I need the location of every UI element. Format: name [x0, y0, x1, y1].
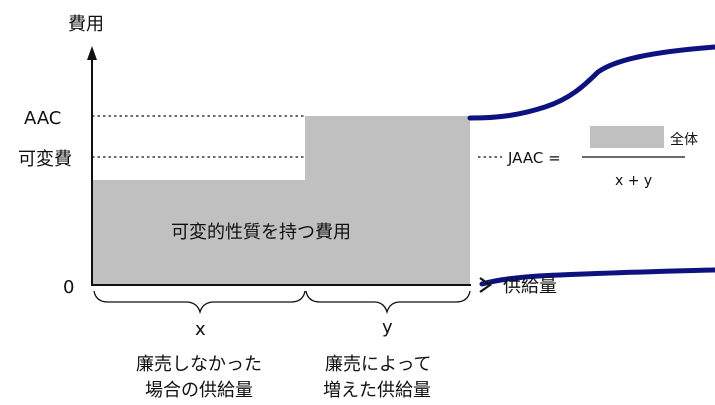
- cost-area-right: [305, 116, 470, 284]
- x-description-line1: 廉売しなかった: [136, 354, 262, 375]
- x-axis-arrowhead: [479, 277, 492, 293]
- y-variable-label: y: [382, 317, 393, 338]
- formula-denominator: x + y: [615, 173, 652, 189]
- x-variable-label: x: [195, 319, 206, 340]
- brace-y: [305, 290, 471, 315]
- formula-whole-box: [590, 126, 664, 148]
- variable-cost-label: 可変費: [18, 149, 72, 170]
- cost-area-left: [93, 180, 305, 284]
- aac-label: AAC: [24, 108, 61, 129]
- upper-curve: [467, 44, 715, 121]
- y-description-line2: 増えた供給量: [323, 380, 431, 401]
- x-description-line2: 場合の供給量: [145, 380, 253, 401]
- y-axis-label: 費用: [68, 14, 104, 35]
- zero-label: 0: [63, 277, 74, 298]
- formula-whole-label: 全体: [670, 131, 698, 148]
- y-axis-arrowhead: [87, 46, 97, 60]
- formula-lhs: JAAC =: [507, 149, 561, 167]
- x-axis-label: 供給量: [503, 276, 557, 297]
- area-label: 可変的性質を持つ費用: [171, 222, 351, 243]
- y-description-line1: 廉売によって: [325, 354, 432, 375]
- lower-curve: [479, 267, 715, 287]
- brace-x: [93, 290, 306, 315]
